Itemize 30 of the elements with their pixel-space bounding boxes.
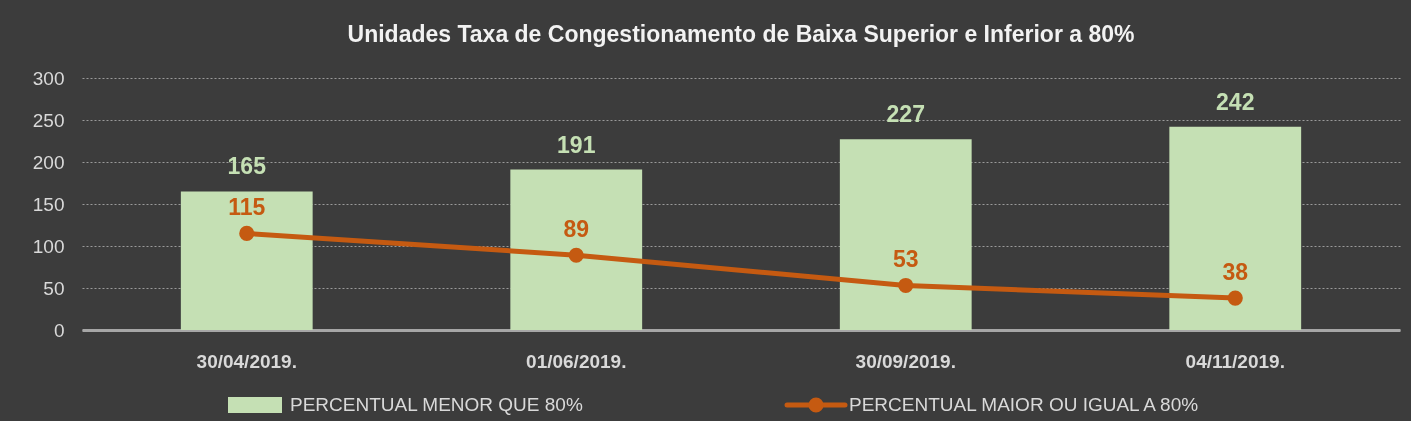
x-tick-label: 30/09/2019.	[855, 350, 956, 372]
y-tick-label: 200	[32, 151, 65, 173]
point	[239, 225, 255, 241]
y-tick-label: 50	[43, 277, 65, 299]
data-label: 165	[227, 153, 267, 180]
data-label: 242	[1216, 88, 1255, 115]
x-tick-label: 30/04/2019.	[196, 350, 297, 372]
data-label: 227	[886, 101, 925, 128]
point	[1227, 290, 1243, 306]
data-label: 191	[557, 131, 596, 158]
x-tick-label: 01/06/2019.	[526, 350, 627, 372]
data-label: 38	[1222, 259, 1249, 286]
bar	[180, 191, 313, 330]
y-tick-label: 300	[32, 67, 65, 89]
x-tick-label: 04/11/2019.	[1185, 350, 1285, 372]
bar	[510, 169, 643, 330]
y-tick-label: 150	[32, 193, 65, 215]
legend-label: PERCENTUAL MENOR QUE 80%	[290, 394, 583, 415]
legend-label: PERCENTUAL MAIOR OU IGUAL A 80%	[849, 394, 1199, 415]
y-tick-label: 100	[32, 235, 65, 257]
data-label: 89	[563, 216, 590, 243]
y-tick-label: 250	[32, 109, 65, 131]
chart-title: Unidades Taxa de Congestionamento de Baixa Superior e Inferior a 80%	[347, 21, 1135, 47]
data-label: 115	[228, 194, 266, 221]
point	[898, 277, 914, 294]
point	[568, 247, 584, 263]
data-label: 53	[892, 246, 919, 273]
bar	[1169, 126, 1302, 330]
y-tick-label: 0	[53, 319, 65, 341]
bar	[839, 139, 972, 330]
